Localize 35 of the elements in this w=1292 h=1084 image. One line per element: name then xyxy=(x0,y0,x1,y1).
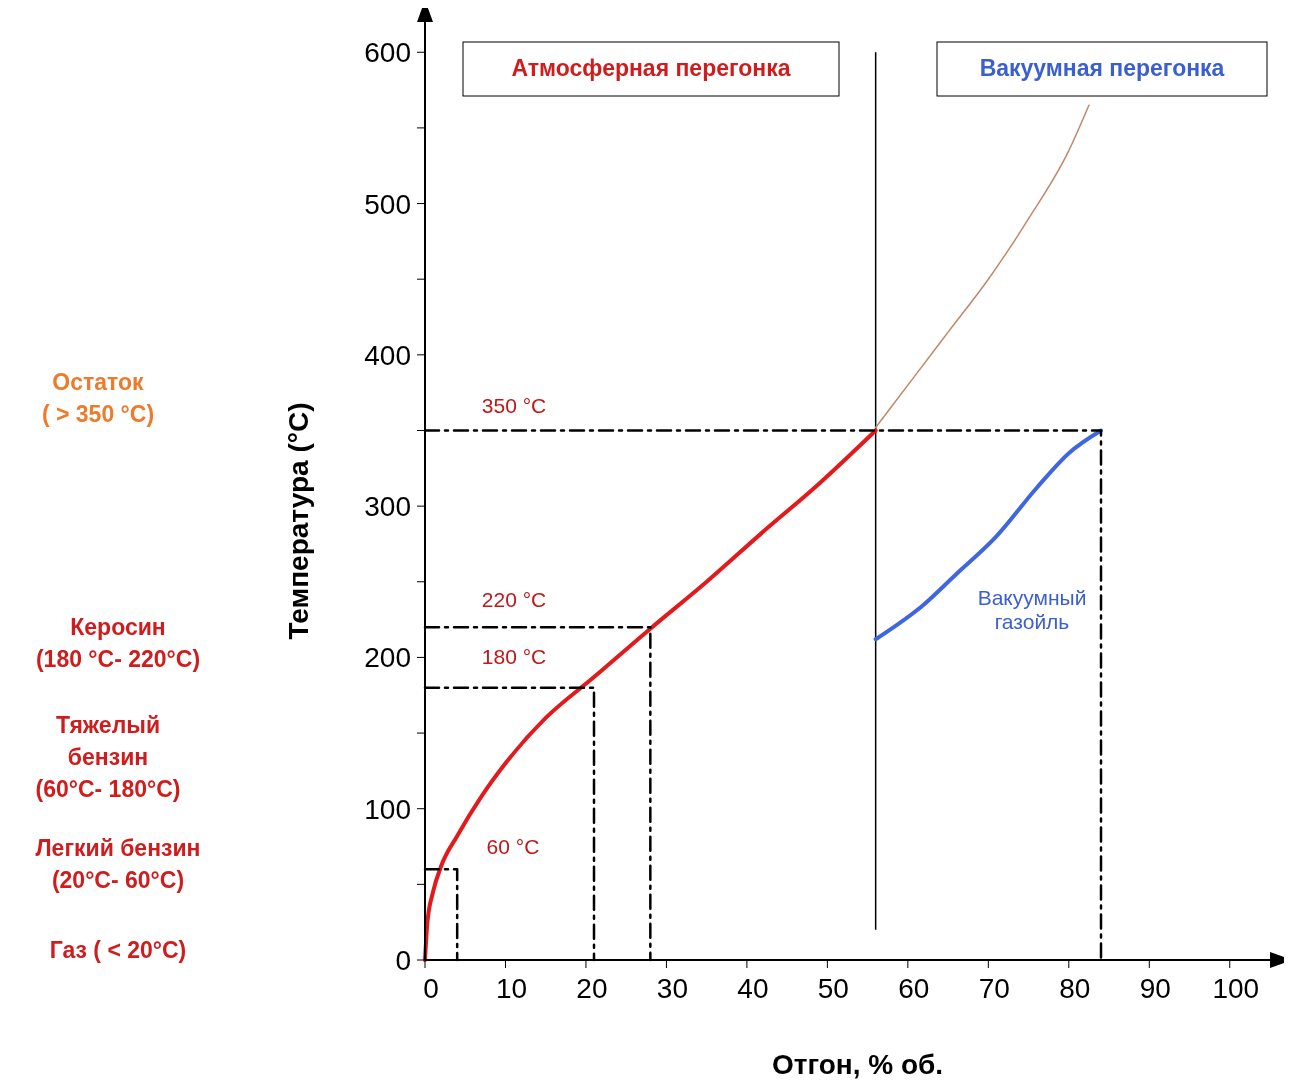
text: Газ ( < 20°C) xyxy=(49,937,187,963)
x-tick-label: 80 xyxy=(1059,973,1091,1004)
line-series xyxy=(874,104,1090,429)
x-tick-label: 0 xyxy=(423,973,439,1004)
annotation: 60 °C xyxy=(486,835,540,858)
y-tick-label: 100 xyxy=(364,793,411,825)
x-tick-label: 10 xyxy=(495,973,528,1004)
x-tick-label: 30 xyxy=(656,973,689,1004)
y-tick-label: 200 xyxy=(364,642,411,674)
annotation: Вакуумная перегонка xyxy=(979,55,1225,81)
x-tick-label: 70 xyxy=(978,973,1010,1004)
text: Легкий бензин (20°C- 60°C) xyxy=(35,835,201,893)
annotation: Атмосферная перегонка xyxy=(511,55,791,81)
x-tick-label: 100 xyxy=(1212,973,1260,1004)
x-tick-label: 40 xyxy=(737,973,769,1004)
line-series xyxy=(423,428,878,962)
y-tick-label: 600 xyxy=(364,37,411,69)
y-tick-label: 400 xyxy=(364,339,411,371)
text: Остаток ( > 350 °C) xyxy=(41,369,155,427)
y-tick-label: 300 xyxy=(364,491,411,523)
text: Керосин (180 °C- 220°C) xyxy=(35,614,201,672)
text: Тяжелый бензин (60°C- 180°C) xyxy=(35,712,181,802)
y-tick-label: 0 xyxy=(395,945,411,976)
x-axis-title: Отгон, % об. xyxy=(771,1049,944,1080)
y-tick-label: 500 xyxy=(364,188,411,220)
y-axis-title: Температура (°C) xyxy=(283,402,314,640)
annotation: 220 °C xyxy=(481,588,547,611)
x-tick-label: 50 xyxy=(817,973,849,1004)
x-tick-label: 20 xyxy=(576,973,608,1004)
x-tick-label: 90 xyxy=(1139,973,1171,1004)
x-tick-label: 60 xyxy=(898,973,930,1004)
annotation: Вакуумный газойль xyxy=(977,586,1087,633)
annotation: 180 °C xyxy=(481,645,547,668)
annotation: 350 °C xyxy=(481,394,547,417)
line-series xyxy=(873,428,1103,642)
